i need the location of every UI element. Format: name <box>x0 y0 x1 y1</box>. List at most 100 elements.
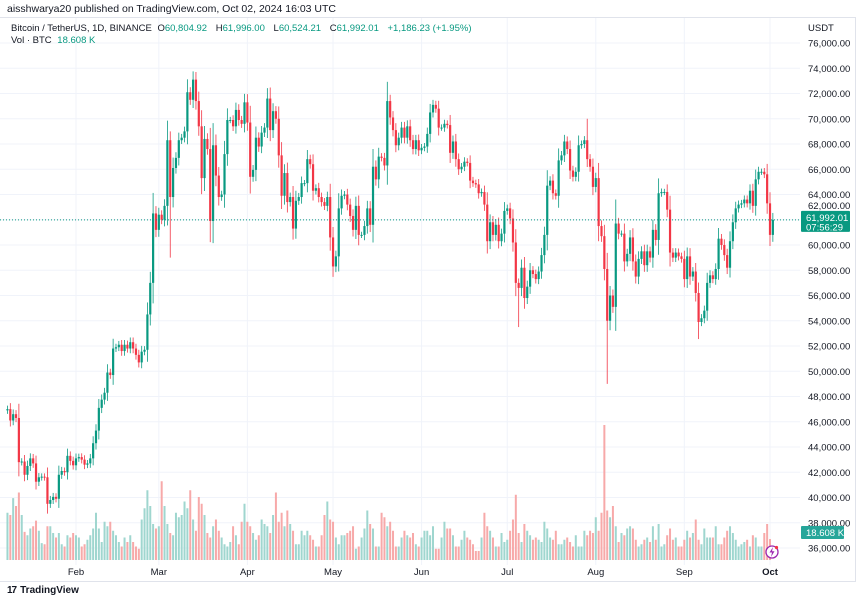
volume-bar <box>160 481 163 560</box>
candle-body <box>717 238 720 269</box>
volume-bar <box>209 537 212 560</box>
candle-body <box>743 199 746 204</box>
candle-body <box>757 171 760 180</box>
volume-bar <box>717 544 720 560</box>
candle-body <box>263 127 266 133</box>
candle-body <box>483 191 486 205</box>
volume-bar <box>394 546 397 560</box>
candle-body <box>714 268 717 280</box>
volume-bar <box>229 542 232 560</box>
volume-bar <box>40 543 43 560</box>
price-tick-label: 74,000.00 <box>808 64 850 75</box>
tradingview-brand[interactable]: 17 TradingView <box>7 585 79 596</box>
candle-body <box>600 226 603 237</box>
volume-bar <box>86 539 89 560</box>
time-tick-label: Feb <box>68 567 84 578</box>
volume-bar <box>60 544 63 560</box>
volume-bar <box>297 544 300 560</box>
volume-bar <box>703 528 706 560</box>
candle-body <box>688 256 692 277</box>
volume-bar <box>140 519 143 560</box>
price-tick-label: 44,000.00 <box>808 443 850 454</box>
candle-body <box>17 417 20 463</box>
volume-bar <box>286 510 289 560</box>
volume-bar <box>354 548 357 560</box>
candle-body <box>426 133 429 147</box>
volume-bar <box>220 537 223 560</box>
candle-body <box>751 190 754 206</box>
volume-bar <box>563 539 566 560</box>
candle-body <box>223 154 226 195</box>
volume-bar <box>246 521 249 560</box>
volume-bar <box>660 546 663 560</box>
symbol-description[interactable]: Bitcoin / TetherUS, 1D, BINANCE <box>11 23 152 34</box>
volume-bar <box>697 539 700 560</box>
candle-body <box>329 197 332 238</box>
volume-bar <box>723 537 726 560</box>
candle-body <box>94 430 98 444</box>
high-value: 61,996.00 <box>222 23 265 34</box>
volume-bar <box>254 539 257 560</box>
candle-body <box>109 372 112 376</box>
volume-bar <box>626 528 629 560</box>
candle-body <box>631 237 635 262</box>
volume-bar <box>560 544 563 560</box>
volume-bar <box>463 530 466 560</box>
volume-bar <box>43 544 46 560</box>
candle-body <box>580 144 583 146</box>
volume-bar <box>312 539 315 560</box>
volume-bar <box>269 533 272 560</box>
volume-bar <box>469 539 472 560</box>
volume-bar <box>603 425 606 560</box>
candle-body <box>503 210 506 234</box>
volume-bar <box>520 542 523 560</box>
candle-body <box>103 392 106 400</box>
volume-bar <box>314 546 317 560</box>
volume-bar <box>694 519 697 560</box>
candle-body <box>211 145 215 222</box>
candle-body <box>114 347 118 349</box>
candle-body <box>74 458 78 466</box>
volume-bar <box>300 530 303 560</box>
candle-body <box>334 256 337 267</box>
volume-bar <box>494 546 497 560</box>
candle-body <box>126 344 129 349</box>
candle-body <box>106 372 109 393</box>
candle-body <box>32 458 35 464</box>
candle-body <box>132 342 135 349</box>
candle-body <box>763 171 766 175</box>
volume-bar <box>709 537 712 560</box>
candle-body <box>429 112 432 134</box>
candle-body <box>523 267 526 299</box>
candle-body <box>46 477 49 504</box>
volume-bar <box>483 512 486 560</box>
candle-body <box>80 457 83 460</box>
volume-bar <box>352 526 355 560</box>
candle-body <box>117 344 120 348</box>
candle-body <box>154 213 158 230</box>
candle-body <box>34 463 38 482</box>
last-price-tag <box>801 210 850 232</box>
candle-body <box>651 229 655 258</box>
candle-body <box>206 138 209 150</box>
candle-body <box>620 233 623 235</box>
low-label: L <box>273 23 279 34</box>
volume-bar <box>35 520 38 560</box>
candle-body <box>220 194 223 198</box>
tradingview-logo-icon: 17 <box>7 585 17 596</box>
candle-body <box>351 215 355 230</box>
volume-bar <box>706 537 709 560</box>
candle-body <box>731 222 734 242</box>
candle-body <box>548 180 552 186</box>
price-tick-label: 56,000.00 <box>808 291 850 302</box>
volume-bar <box>686 530 689 560</box>
candle-body <box>343 194 346 196</box>
volume-bar <box>389 521 392 560</box>
volume-bar <box>680 546 683 560</box>
volume-bar <box>637 546 640 560</box>
time-tick-label: Aug <box>587 567 604 578</box>
candle-body <box>92 443 95 459</box>
candle-body <box>286 173 289 203</box>
volume-bar <box>252 533 255 560</box>
